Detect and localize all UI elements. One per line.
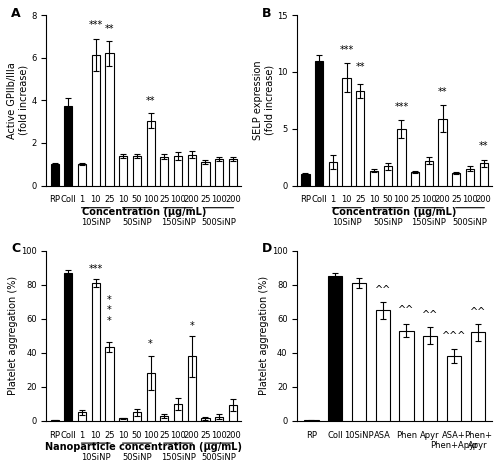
- Text: B: B: [262, 7, 272, 20]
- Bar: [400, 330, 413, 421]
- Text: 500SiNP: 500SiNP: [452, 218, 488, 227]
- X-axis label: Concentration (μg/mL): Concentration (μg/mL): [82, 207, 206, 217]
- Text: A: A: [12, 7, 21, 20]
- Y-axis label: Active GPIIb/IIIa
(fold increase): Active GPIIb/IIIa (fold increase): [7, 62, 28, 139]
- Bar: [329, 161, 337, 185]
- Bar: [188, 356, 196, 421]
- Bar: [215, 159, 224, 185]
- Bar: [92, 55, 100, 185]
- Bar: [188, 154, 196, 185]
- Text: ***: ***: [340, 45, 353, 55]
- Text: **: **: [146, 95, 156, 106]
- Bar: [78, 412, 86, 421]
- Bar: [356, 91, 364, 185]
- Bar: [119, 418, 128, 421]
- Bar: [398, 129, 406, 185]
- Bar: [133, 412, 141, 421]
- Text: ^^: ^^: [470, 307, 486, 317]
- Text: *: *: [107, 295, 112, 305]
- Bar: [423, 336, 438, 421]
- Text: 10SiNP: 10SiNP: [81, 453, 110, 462]
- Text: 50SiNP: 50SiNP: [373, 218, 402, 227]
- Text: 50SiNP: 50SiNP: [122, 218, 152, 227]
- Bar: [470, 332, 485, 421]
- Text: 500SiNP: 500SiNP: [202, 218, 236, 227]
- Bar: [447, 356, 461, 421]
- X-axis label: Nanoparticle concentration (μg/mL): Nanoparticle concentration (μg/mL): [46, 442, 242, 453]
- Bar: [174, 156, 182, 185]
- Y-axis label: Platelet aggregation (%): Platelet aggregation (%): [259, 276, 269, 395]
- Bar: [78, 164, 86, 185]
- Text: 500SiNP: 500SiNP: [202, 453, 236, 462]
- Text: 10SiNP: 10SiNP: [332, 218, 362, 227]
- Text: ^^: ^^: [398, 305, 414, 315]
- Text: **: **: [438, 87, 448, 97]
- Bar: [215, 417, 224, 421]
- Bar: [202, 418, 209, 421]
- Bar: [480, 163, 488, 185]
- Text: ^^: ^^: [374, 285, 391, 295]
- Bar: [202, 162, 209, 185]
- Bar: [304, 420, 318, 421]
- Text: 10SiNP: 10SiNP: [81, 218, 110, 227]
- Text: 50SiNP: 50SiNP: [122, 453, 152, 462]
- Bar: [229, 159, 237, 185]
- Bar: [106, 53, 114, 185]
- Y-axis label: Platelet aggregation (%): Platelet aggregation (%): [8, 276, 18, 395]
- Text: ^^: ^^: [422, 310, 438, 321]
- Bar: [370, 171, 378, 185]
- Bar: [64, 273, 72, 421]
- X-axis label: Concentration (μg/mL): Concentration (μg/mL): [332, 207, 457, 217]
- Bar: [160, 416, 168, 421]
- Text: ^^^: ^^^: [442, 331, 466, 341]
- Text: *: *: [190, 321, 194, 330]
- Text: **: **: [356, 62, 365, 72]
- Text: ***: ***: [88, 264, 103, 274]
- Text: ***: ***: [88, 20, 103, 30]
- Bar: [342, 78, 350, 185]
- Bar: [146, 121, 154, 185]
- Bar: [384, 166, 392, 185]
- Text: **: **: [104, 24, 114, 34]
- Text: 150SiNP: 150SiNP: [160, 453, 196, 462]
- Text: 150SiNP: 150SiNP: [412, 218, 446, 227]
- Bar: [50, 420, 59, 421]
- Bar: [106, 347, 114, 421]
- Text: ***: ***: [394, 102, 408, 112]
- Bar: [438, 118, 446, 185]
- Bar: [229, 405, 237, 421]
- Bar: [160, 157, 168, 185]
- Bar: [174, 404, 182, 421]
- Text: *: *: [107, 315, 112, 326]
- Bar: [92, 283, 100, 421]
- Bar: [64, 106, 72, 185]
- Text: C: C: [12, 242, 20, 255]
- Bar: [411, 172, 420, 185]
- Bar: [146, 373, 154, 421]
- Bar: [133, 156, 141, 185]
- Bar: [425, 161, 433, 185]
- Text: *: *: [107, 305, 112, 315]
- Bar: [376, 310, 390, 421]
- Text: **: **: [479, 141, 488, 152]
- Bar: [452, 173, 460, 185]
- Bar: [466, 168, 474, 185]
- Bar: [302, 174, 310, 185]
- Text: *: *: [148, 339, 153, 349]
- Text: 150SiNP: 150SiNP: [160, 218, 196, 227]
- Y-axis label: SELP expression
(fold increase): SELP expression (fold increase): [252, 60, 274, 140]
- Bar: [352, 283, 366, 421]
- Text: D: D: [262, 242, 272, 255]
- Bar: [328, 276, 342, 421]
- Bar: [315, 60, 324, 185]
- Bar: [50, 164, 59, 185]
- Bar: [119, 156, 128, 185]
